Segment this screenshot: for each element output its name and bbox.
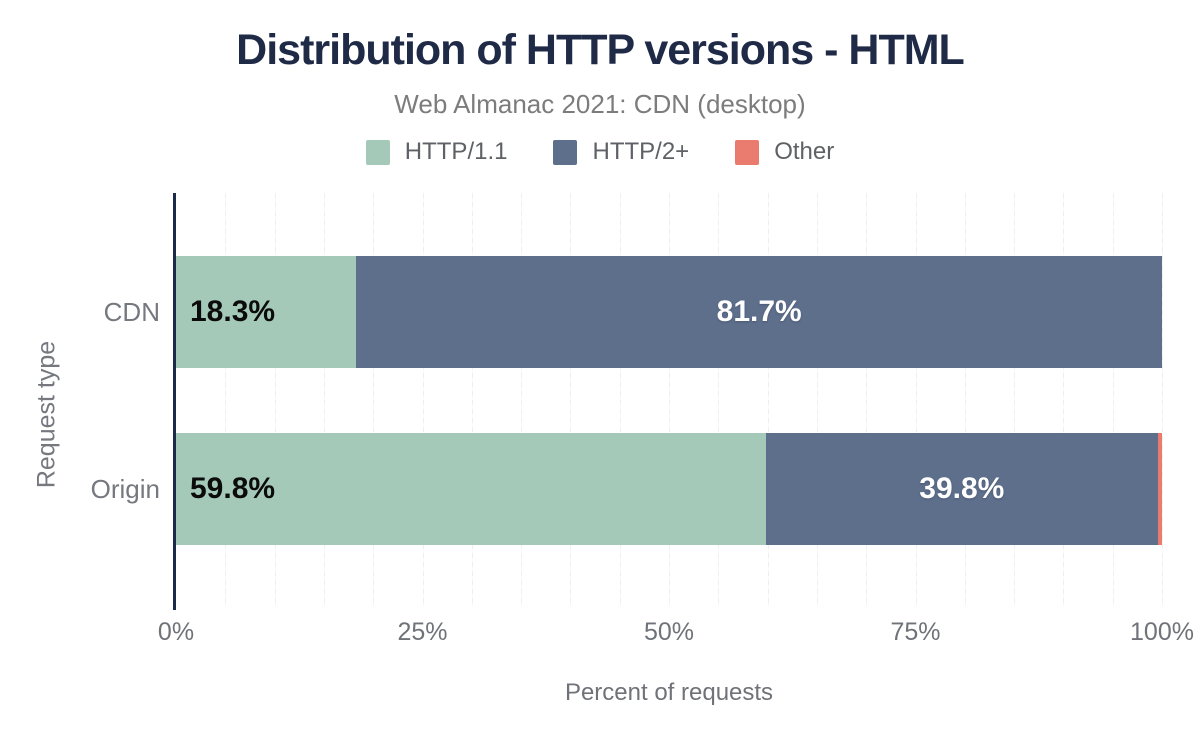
bar-segment: 18.3% bbox=[176, 256, 357, 368]
gridline bbox=[471, 193, 473, 607]
gridline bbox=[915, 193, 917, 607]
x-tick-label: 0% bbox=[157, 618, 195, 646]
bar-row: 18.3% 81.7% bbox=[176, 256, 1162, 368]
legend-label: HTTP/2+ bbox=[592, 138, 690, 165]
bar-value-label: 81.7% bbox=[716, 295, 802, 328]
plot-area: 18.3% 81.7% 59.8% 39.8% bbox=[173, 193, 1163, 610]
legend-label: Other bbox=[774, 138, 835, 165]
bar-value-label: 18.3% bbox=[190, 295, 276, 328]
gridline bbox=[1063, 193, 1065, 607]
gridline bbox=[669, 193, 670, 607]
gridline bbox=[373, 193, 375, 607]
legend-swatch-icon bbox=[553, 139, 578, 165]
bar-segment: 81.7% bbox=[356, 256, 1162, 368]
legend-item: HTTP/2+ bbox=[553, 138, 689, 166]
gridline bbox=[1112, 193, 1114, 607]
gridline bbox=[816, 193, 818, 607]
gridline bbox=[274, 193, 276, 607]
gridline bbox=[422, 193, 424, 607]
legend-item: Other bbox=[735, 138, 834, 166]
legend-label: HTTP/1.1 bbox=[404, 138, 508, 165]
gridline bbox=[718, 193, 720, 607]
gridline bbox=[866, 193, 868, 607]
y-tick-label: CDN bbox=[103, 297, 160, 327]
gridline bbox=[570, 193, 572, 607]
gridline bbox=[1014, 193, 1016, 607]
gridline bbox=[521, 193, 523, 607]
x-tick-label: 25% bbox=[397, 618, 448, 646]
legend-swatch-icon bbox=[735, 139, 760, 165]
chart-subtitle: Web Almanac 2021: CDN (desktop) bbox=[394, 89, 806, 119]
x-tick-label: 75% bbox=[890, 618, 941, 646]
chart-title: Distribution of HTTP versions - HTML bbox=[236, 26, 965, 74]
legend-item: HTTP/1.1 bbox=[365, 138, 508, 166]
gridline bbox=[1162, 193, 1163, 607]
gridline bbox=[767, 193, 769, 607]
bar-row: 59.8% 39.8% bbox=[176, 433, 1162, 545]
gridline bbox=[225, 193, 227, 607]
gridline bbox=[964, 193, 966, 607]
bar-segment: 59.8% bbox=[176, 433, 766, 545]
bar-segment: 39.8% bbox=[765, 433, 1159, 545]
x-tick-label: 100% bbox=[1130, 618, 1194, 646]
legend: HTTP/1.1 HTTP/2+ Other bbox=[0, 138, 1200, 166]
gridline bbox=[619, 193, 621, 607]
x-axis-title: Percent of requests bbox=[564, 679, 774, 706]
bar-value-label: 59.8% bbox=[190, 472, 276, 505]
y-axis-line bbox=[173, 193, 176, 610]
gridline bbox=[323, 193, 325, 607]
bar-value-label: 39.8% bbox=[919, 472, 1005, 505]
x-tick-label: 50% bbox=[643, 618, 695, 646]
bar-segment bbox=[1158, 433, 1162, 545]
y-tick-label: Origin bbox=[90, 474, 160, 504]
legend-swatch-icon bbox=[365, 139, 390, 165]
